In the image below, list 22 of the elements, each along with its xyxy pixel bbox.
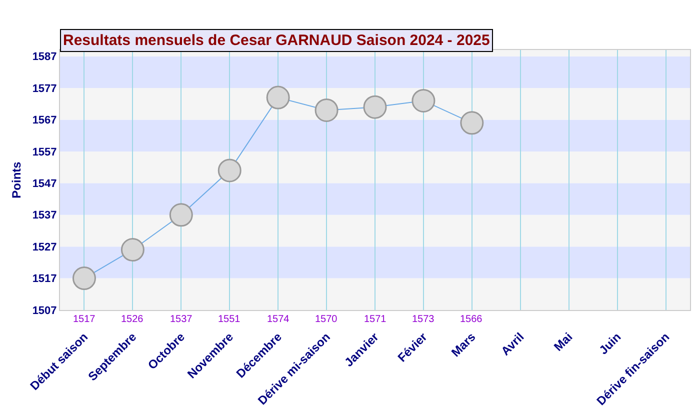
y-axis-title: Points (10, 161, 24, 198)
data-label: 1573 (412, 314, 435, 325)
y-tick-label: 1567 (32, 114, 57, 127)
data-label: 1517 (73, 314, 96, 325)
data-label: 1551 (218, 314, 241, 325)
y-tick-label: 1527 (32, 241, 57, 254)
y-tick-label: 1557 (32, 146, 57, 158)
data-label: 1566 (460, 314, 483, 325)
y-tick-label: 1547 (32, 178, 57, 190)
y-tick-label: 1577 (32, 82, 57, 95)
chart-title: Resultats mensuels de Cesar GARNAUD Saison 2024 - 2025 (63, 32, 490, 49)
y-tick-label: 1537 (32, 210, 57, 222)
data-label: 1526 (121, 314, 144, 325)
x-tick-label: Juin (596, 330, 624, 358)
y-tick-label: 1587 (32, 51, 57, 64)
y-tick-label: 1507 (32, 304, 57, 317)
data-label: 1571 (364, 314, 387, 325)
x-tick-label: Mai (551, 330, 576, 354)
data-label: 1570 (315, 314, 338, 325)
data-label: 1537 (170, 314, 193, 325)
y-tick-label: 1517 (32, 273, 57, 286)
data-label: 1574 (267, 314, 290, 325)
